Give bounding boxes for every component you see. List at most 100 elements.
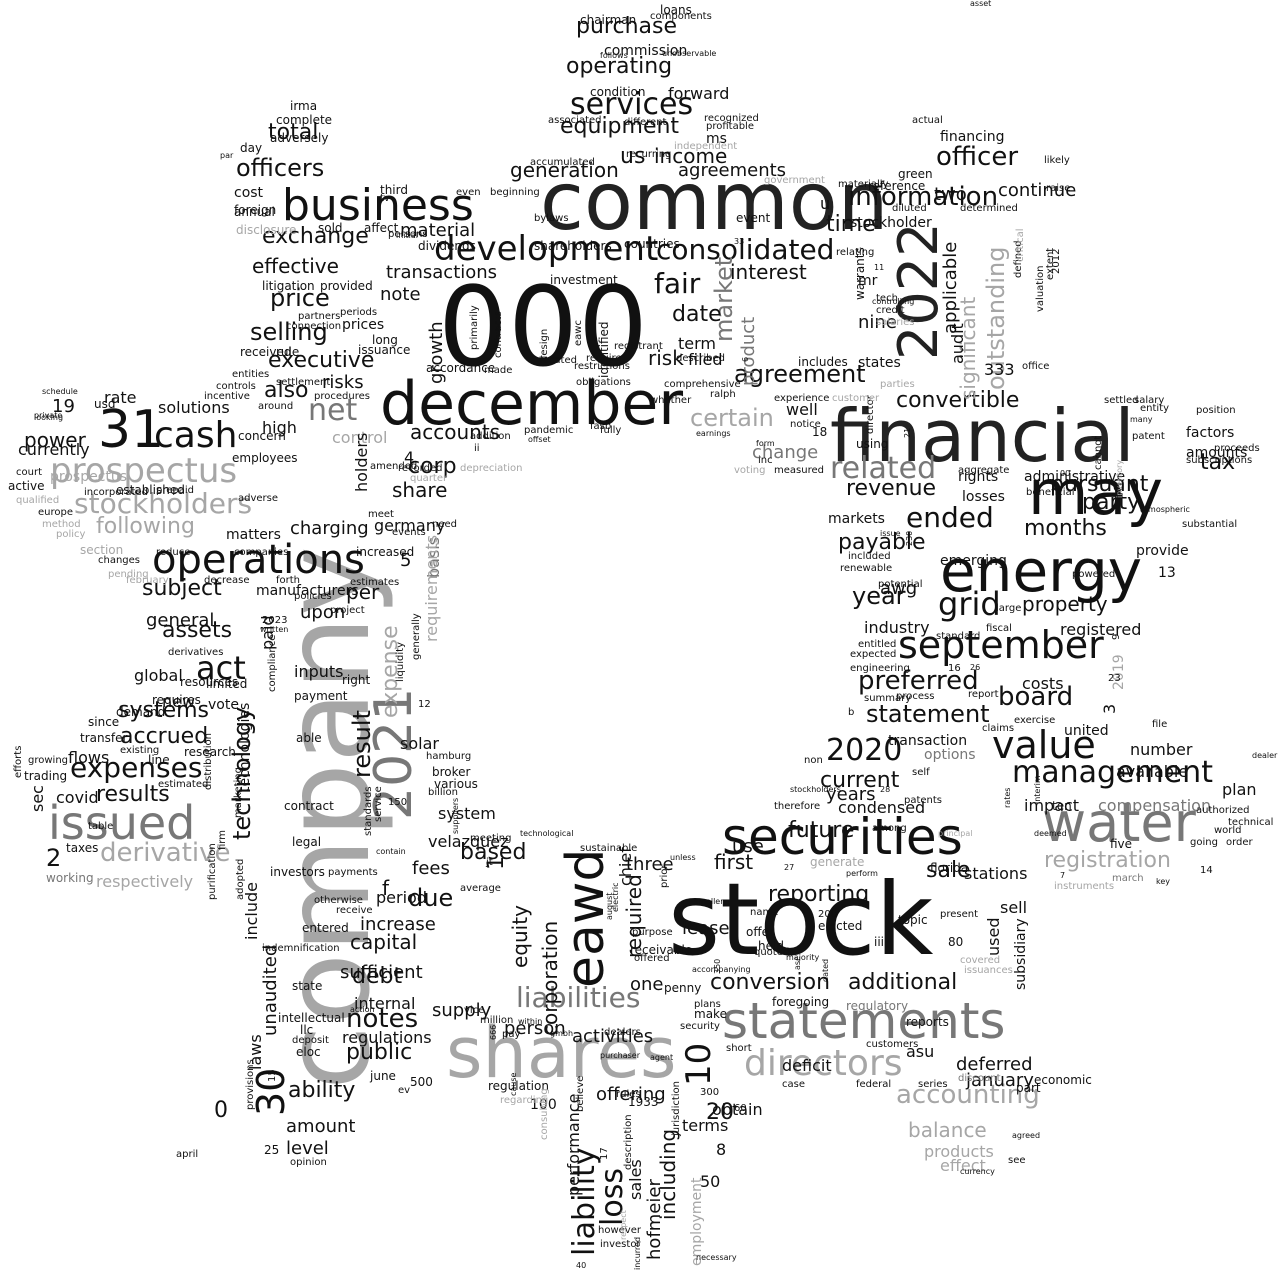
cloud-word: case xyxy=(782,1079,805,1090)
cloud-word: requirements xyxy=(422,534,441,642)
cloud-word: years xyxy=(826,784,876,805)
cloud-word: 50 xyxy=(700,1172,721,1191)
cloud-word: due xyxy=(408,884,454,912)
cloud-word: reporting xyxy=(768,882,870,907)
cloud-word: payments xyxy=(328,867,378,878)
cloud-word: make xyxy=(694,1007,727,1021)
cloud-word: industry xyxy=(864,618,930,637)
cloud-word: prospectus xyxy=(50,451,238,491)
cloud-word: contracts xyxy=(493,311,504,358)
cloud-word: dated xyxy=(821,958,830,982)
cloud-word: controlling xyxy=(872,297,915,306)
cloud-word: pending xyxy=(108,569,149,580)
cloud-word: financing xyxy=(940,129,1005,145)
cloud-word: sell xyxy=(1000,898,1028,917)
cloud-word: reports xyxy=(906,1015,949,1029)
cloud-word: world xyxy=(1214,825,1242,836)
cloud-word: exercise xyxy=(1014,715,1056,726)
cloud-word: unless xyxy=(670,853,696,862)
cloud-word: results xyxy=(96,782,170,807)
cloud-word: deposit xyxy=(292,1035,329,1046)
cloud-word: beneficial xyxy=(1026,487,1075,498)
cloud-word: audit xyxy=(948,323,967,364)
cloud-word: actual xyxy=(912,115,943,126)
cloud-word: parties xyxy=(880,379,915,390)
cloud-word: various xyxy=(434,777,478,791)
cloud-word: credit xyxy=(876,305,905,316)
cloud-word: asu xyxy=(906,1042,935,1061)
cloud-word: accumulated xyxy=(530,157,595,168)
cloud-word: impact xyxy=(1024,796,1080,815)
cloud-word: inc xyxy=(758,455,773,466)
cloud-word: since xyxy=(88,715,120,729)
cloud-word: generate xyxy=(810,855,865,869)
cloud-word: registered xyxy=(1060,620,1142,639)
cloud-word: material xyxy=(400,220,476,241)
cloud-word: settled xyxy=(1104,395,1139,406)
cloud-word: vote xyxy=(208,697,239,713)
cloud-word: indemnification xyxy=(262,943,340,954)
cloud-word: need xyxy=(432,519,457,530)
cloud-word: 200 xyxy=(818,909,838,920)
cloud-word: claims xyxy=(982,723,1015,734)
cloud-word: may xyxy=(1028,456,1164,529)
cloud-word: included xyxy=(848,551,891,562)
cloud-word: losses xyxy=(962,489,1005,505)
cloud-word: concern xyxy=(238,429,286,443)
cloud-word: payment xyxy=(294,689,348,703)
cloud-word: derivative xyxy=(100,838,231,868)
cloud-word: project xyxy=(330,605,365,616)
cloud-word: summary xyxy=(864,693,912,704)
cloud-word: growing xyxy=(28,755,68,766)
cloud-word: meeting xyxy=(470,833,512,844)
cloud-word: liabilities xyxy=(516,981,641,1014)
cloud-word: lease xyxy=(682,918,730,939)
cloud-word: accompanying xyxy=(692,965,751,974)
cloud-word: rules xyxy=(616,1089,641,1100)
cloud-word: asc xyxy=(793,956,802,970)
cloud-word: fees xyxy=(412,858,450,879)
cloud-word: business xyxy=(282,180,474,231)
cloud-word: solutions xyxy=(158,398,230,417)
cloud-word: powered xyxy=(1072,569,1116,580)
cloud-word: note xyxy=(380,284,421,305)
cloud-word: entity xyxy=(1140,403,1170,414)
cloud-word: april xyxy=(176,1149,199,1160)
cloud-word: persons xyxy=(388,229,428,240)
cloud-word: subject xyxy=(142,576,222,601)
cloud-word: recorded xyxy=(398,463,443,474)
cloud-word: present xyxy=(940,909,979,920)
cloud-word: purchaser xyxy=(600,1051,641,1060)
cloud-word: september xyxy=(898,623,1104,667)
cloud-word: 15 xyxy=(267,1069,278,1082)
cloud-word: provisions xyxy=(245,1059,256,1110)
cloud-word: continue xyxy=(998,180,1077,201)
cloud-word: foreign xyxy=(234,203,277,217)
cloud-word: rights xyxy=(958,469,999,485)
cloud-word: discount xyxy=(958,1073,1001,1084)
cloud-word: measured xyxy=(774,465,824,476)
cloud-word: iii xyxy=(874,935,885,949)
cloud-word: incentive xyxy=(204,391,250,402)
cloud-word: compensation xyxy=(1098,796,1212,815)
cloud-word: periods xyxy=(340,307,378,318)
cloud-word: 13 xyxy=(1158,565,1176,581)
cloud-word: right xyxy=(342,673,371,687)
cloud-word: table xyxy=(88,821,114,832)
cloud-word: federal xyxy=(856,1079,892,1090)
cloud-word: equity xyxy=(508,905,532,968)
cloud-word: statement xyxy=(866,700,990,728)
cloud-word: product xyxy=(738,316,759,386)
cloud-word: issue xyxy=(880,529,901,538)
cloud-word: vice xyxy=(464,1005,485,1016)
cloud-word: 16 xyxy=(948,663,961,674)
cloud-word: offer xyxy=(746,925,774,939)
cloud-word: court xyxy=(16,467,42,478)
cloud-word: 230 xyxy=(905,530,914,546)
cloud-word: changes xyxy=(98,555,141,566)
cloud-word: jurisdiction xyxy=(671,1081,682,1136)
cloud-word: states xyxy=(858,355,901,371)
cloud-word: solar xyxy=(400,734,439,753)
cloud-word: prospectus xyxy=(50,469,128,485)
cloud-word: 666 xyxy=(489,1024,498,1040)
